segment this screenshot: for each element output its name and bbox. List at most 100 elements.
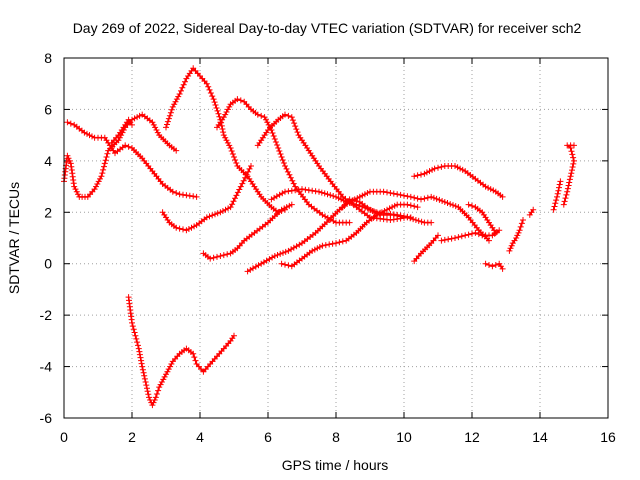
data-point	[165, 115, 172, 122]
data-point	[414, 204, 421, 211]
data-point	[286, 171, 293, 178]
data-point	[486, 262, 492, 268]
data-point	[338, 196, 345, 203]
data-point	[411, 173, 418, 180]
series-line	[63, 113, 177, 198]
data-point	[226, 103, 233, 110]
data-point	[232, 195, 238, 202]
data-point	[81, 129, 88, 136]
data-point	[217, 253, 224, 259]
data-point	[390, 211, 397, 218]
data-point	[101, 160, 108, 167]
data-point	[210, 96, 217, 103]
data-point	[224, 251, 231, 258]
data-point	[157, 381, 164, 388]
data-point	[327, 192, 334, 199]
data-point	[431, 165, 438, 172]
data-point	[163, 124, 169, 131]
data-series	[61, 65, 577, 409]
data-point	[444, 200, 451, 206]
data-point	[180, 81, 187, 88]
data-point	[492, 262, 499, 268]
data-point	[193, 193, 200, 200]
data-point	[150, 399, 157, 406]
data-point	[288, 201, 295, 208]
data-point	[359, 192, 366, 199]
data-point	[191, 354, 198, 361]
data-point	[387, 190, 394, 196]
data-point	[234, 189, 241, 196]
data-point	[289, 117, 296, 124]
data-point	[130, 326, 137, 333]
data-point	[556, 181, 563, 188]
data-point	[569, 151, 576, 158]
data-point	[125, 143, 132, 150]
data-point	[415, 217, 422, 224]
data-point	[569, 167, 575, 174]
data-point	[426, 168, 433, 175]
data-point	[169, 103, 176, 110]
data-point	[455, 234, 462, 241]
data-point	[173, 224, 180, 231]
data-point	[75, 191, 81, 198]
data-point	[414, 195, 421, 202]
data-point	[326, 241, 333, 248]
data-point	[499, 265, 506, 272]
data-point	[214, 253, 220, 260]
data-point	[561, 198, 568, 205]
data-point	[138, 360, 145, 367]
data-point	[552, 200, 559, 207]
data-point	[283, 165, 290, 172]
data-point	[318, 189, 325, 196]
data-point	[227, 145, 234, 151]
data-point	[290, 180, 297, 187]
data-point	[223, 109, 230, 115]
data-series-track	[339, 196, 407, 221]
data-point	[321, 190, 328, 197]
data-point	[515, 229, 522, 236]
data-point	[404, 213, 411, 220]
y-tick-label: -4	[40, 359, 53, 375]
data-point	[166, 112, 173, 119]
data-point	[316, 188, 322, 195]
data-point	[568, 148, 575, 155]
data-point	[485, 184, 492, 191]
data-point	[475, 231, 482, 238]
data-point	[412, 217, 419, 223]
data-point	[122, 142, 129, 149]
data-point	[135, 345, 142, 352]
x-tick-label: 8	[332, 429, 340, 445]
data-point	[436, 196, 443, 203]
data-point	[246, 165, 253, 172]
data-point	[240, 177, 247, 184]
data-point	[64, 119, 71, 126]
data-point	[139, 366, 146, 373]
data-series-track	[64, 119, 200, 200]
series-line	[413, 234, 439, 262]
data-point	[411, 194, 418, 201]
data-point	[207, 90, 214, 96]
data-point	[282, 261, 288, 268]
data-point	[428, 193, 435, 200]
data-point	[175, 93, 182, 100]
data-point	[210, 254, 217, 261]
data-point	[213, 105, 220, 111]
data-point	[465, 201, 472, 208]
data-point	[272, 139, 279, 145]
data-point	[435, 164, 441, 171]
y-axis-label: SDTVAR / TECUs	[6, 182, 22, 294]
data-series-track	[214, 96, 353, 226]
data-series-track	[438, 227, 503, 244]
data-point	[438, 237, 445, 244]
data-point	[299, 186, 305, 193]
y-tick-label: 8	[44, 50, 52, 66]
chart-title: Day 269 of 2022, Sidereal Day-to-day VTE…	[73, 20, 582, 36]
data-point	[397, 191, 404, 198]
data-point	[287, 174, 294, 181]
data-point	[167, 109, 174, 116]
data-point	[141, 375, 148, 382]
data-point	[164, 121, 170, 128]
data-point	[565, 182, 572, 189]
data-point	[372, 209, 379, 216]
data-point	[178, 87, 184, 94]
